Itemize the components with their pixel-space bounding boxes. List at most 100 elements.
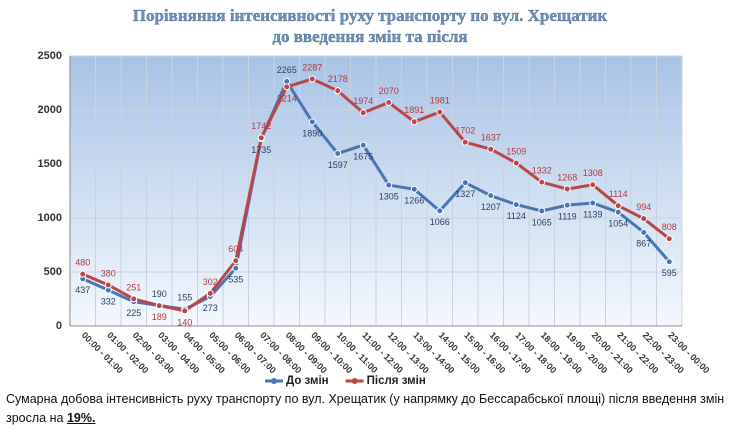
point-marker <box>589 199 597 207</box>
data-label: 1974 <box>353 96 373 106</box>
point-marker <box>385 181 393 189</box>
point-marker <box>130 295 138 303</box>
data-label: 140 <box>177 317 192 327</box>
y-tick-label: 1500 <box>38 158 62 170</box>
chart-title: Порівняння інтенсивності руху транспорту… <box>133 6 608 25</box>
data-label: 1675 <box>353 151 373 161</box>
point-marker <box>512 201 520 209</box>
data-label: 1742 <box>251 121 271 131</box>
data-label: 1207 <box>481 202 501 212</box>
data-label: 595 <box>662 268 677 278</box>
data-label: 437 <box>75 285 90 295</box>
data-label: 1890 <box>302 128 322 138</box>
data-label: 155 <box>177 293 192 303</box>
point-marker <box>436 108 444 116</box>
point-marker <box>487 192 495 200</box>
data-label: 1266 <box>404 196 424 206</box>
data-label: 808 <box>662 222 677 232</box>
y-tick-label: 500 <box>44 266 62 278</box>
data-label: 1066 <box>430 217 450 227</box>
caption-text: Сумарна добова інтенсивність руху трансп… <box>6 392 725 425</box>
point-marker <box>461 138 469 146</box>
data-label: 302 <box>203 277 218 287</box>
point-marker <box>640 228 648 236</box>
data-label: 480 <box>75 258 90 268</box>
point-marker <box>665 235 673 243</box>
caption-highlight: 19%. <box>66 411 96 425</box>
point-marker <box>563 201 571 209</box>
point-marker <box>308 118 316 126</box>
data-label: 1702 <box>455 126 475 136</box>
y-tick-label: 2500 <box>38 50 62 62</box>
data-label: 189 <box>152 312 167 322</box>
legend-marker <box>271 378 277 384</box>
point-marker <box>589 181 597 189</box>
point-marker <box>359 141 367 149</box>
point-marker <box>487 145 495 153</box>
data-label: 535 <box>228 275 243 285</box>
data-label: 273 <box>203 303 218 313</box>
chart: Порівняння інтенсивності руху транспорту… <box>38 6 712 387</box>
legend: До змін Після змін <box>265 375 426 387</box>
data-label: 1735 <box>251 145 271 155</box>
data-label: 1327 <box>455 189 475 199</box>
point-marker <box>538 178 546 186</box>
point-marker <box>665 258 673 266</box>
data-label: 2214 <box>277 93 297 103</box>
point-marker <box>334 87 342 95</box>
point-marker <box>206 289 214 297</box>
data-label: 332 <box>101 297 116 307</box>
y-tick-label: 0 <box>56 320 62 332</box>
data-label: 604 <box>228 244 243 254</box>
point-marker <box>614 202 622 210</box>
point-marker <box>436 207 444 215</box>
point-marker <box>359 109 367 117</box>
point-marker <box>155 302 163 310</box>
data-label: 2070 <box>379 86 399 96</box>
data-label: 1124 <box>507 211 526 221</box>
data-label: 1065 <box>532 217 552 227</box>
legend-marker <box>351 378 358 384</box>
point-marker <box>104 281 112 289</box>
legend-label: До змін <box>286 375 329 387</box>
data-label: 2178 <box>328 74 348 84</box>
y-tick-label: 2000 <box>38 104 62 116</box>
data-label: 1891 <box>404 105 424 115</box>
data-label: 251 <box>126 282 141 292</box>
point-marker <box>181 307 189 315</box>
caption: Сумарна добова інтенсивність руху трансп… <box>6 390 731 428</box>
data-label: 2287 <box>302 62 322 72</box>
data-label: 867 <box>636 239 651 249</box>
point-marker <box>461 179 469 187</box>
data-label: 1597 <box>328 160 348 170</box>
point-marker <box>563 185 571 193</box>
data-label: 1268 <box>557 172 577 182</box>
point-marker <box>538 207 546 215</box>
data-label: 380 <box>101 268 116 278</box>
point-marker <box>232 257 240 265</box>
y-tick-label: 1000 <box>38 212 62 224</box>
point-marker <box>283 83 291 91</box>
point-marker <box>385 98 393 106</box>
data-label: 1509 <box>506 146 526 156</box>
data-label: 2265 <box>277 65 297 75</box>
point-marker <box>334 150 342 158</box>
point-marker <box>614 208 622 216</box>
data-label: 225 <box>126 308 141 318</box>
point-marker <box>257 134 265 142</box>
point-marker <box>512 159 520 167</box>
data-label: 1308 <box>583 168 603 178</box>
data-label: 1139 <box>583 209 602 219</box>
data-label: 1637 <box>481 133 501 143</box>
legend-label: Після змін <box>367 375 426 387</box>
data-label: 1054 <box>608 219 628 229</box>
series-line <box>82 77 671 313</box>
data-label: 1305 <box>379 191 399 201</box>
point-marker <box>308 75 316 83</box>
data-label: 190 <box>152 289 167 299</box>
chart-subtitle: до введення змін та після <box>272 27 467 46</box>
point-marker <box>640 215 648 223</box>
data-label: 1981 <box>430 95 450 105</box>
data-label: 1332 <box>532 166 552 176</box>
